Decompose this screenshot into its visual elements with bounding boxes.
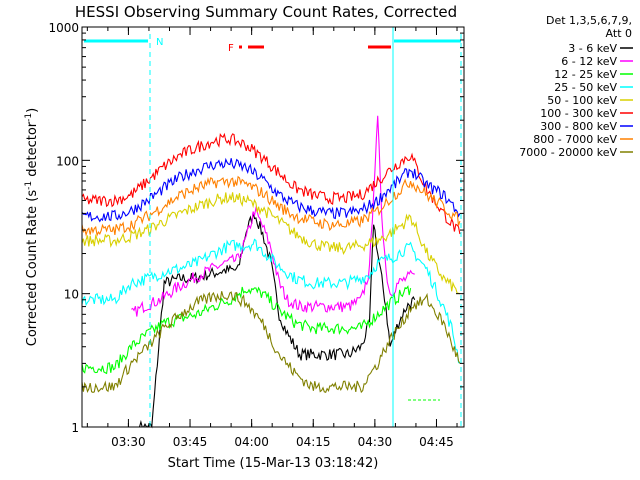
legend-label-3: 12 - 25 keV (554, 68, 617, 81)
legend-header-line1: Det 1,3,5,6,7,9, (546, 14, 632, 27)
y-axis-label: Corrected Count Rate (s-1 detector-1) (24, 108, 40, 346)
x-tick-label: 04:15 (296, 435, 331, 449)
y-label-sup-2: -1 (24, 113, 34, 122)
y-tick-label: 10 (64, 288, 79, 302)
y-label-sup-1: -1 (24, 181, 34, 190)
legend-label-7: 300 - 800 keV (540, 120, 617, 133)
series-line-2 (131, 115, 415, 317)
flare-label: F (228, 43, 234, 54)
series-line-6 (81, 132, 461, 235)
x-tick-label: 04:45 (419, 435, 454, 449)
chart-title: HESSI Observing Summary Count Rates, Cor… (75, 3, 457, 21)
y-label-part-3: ) (25, 108, 40, 113)
axis-layer: 1 10 100 1000 03:30 03:45 04:00 04:15 04:30 04:45 (48, 21, 464, 449)
legend-label-1: 3 - 6 keV (568, 42, 617, 55)
y-tick-label: 1 (71, 421, 79, 435)
x-tick-label: 04:00 (234, 435, 269, 449)
x-tick-label: 04:30 (358, 435, 393, 449)
overlay-layer: NF (84, 27, 462, 427)
legend-label-5: 50 - 100 keV (547, 94, 617, 107)
series-line-5 (81, 192, 461, 295)
y-tick-label: 1000 (48, 21, 79, 35)
plot-frame (81, 26, 465, 428)
y-tick-label: 100 (56, 154, 79, 168)
y-label-part-2: detector (25, 121, 40, 181)
legend-label-6: 100 - 300 keV (540, 107, 617, 120)
legend-label-9: 7000 - 20000 keV (519, 146, 617, 159)
x-axis-label: Start Time (15-Mar-13 03:18:42) (168, 456, 379, 471)
series-line-4 (81, 238, 461, 364)
x-tick-label: 03:45 (173, 435, 208, 449)
legend-header-line2: Att 0 (606, 27, 632, 40)
x-tick-label: 03:30 (111, 435, 146, 449)
night-label: N (156, 37, 163, 48)
series-line-7 (81, 157, 461, 223)
legend-label-8: 800 - 7000 keV (533, 133, 617, 146)
legend-label-4: 25 - 50 keV (554, 81, 617, 94)
y-label-part-1: Corrected Count Rate (s (25, 190, 40, 347)
series-line-9 (81, 291, 461, 394)
series-line-8 (81, 175, 461, 238)
series-layer (81, 115, 461, 429)
legend-label-2: 6 - 12 keV (561, 55, 617, 68)
series-line-3 (81, 285, 412, 375)
